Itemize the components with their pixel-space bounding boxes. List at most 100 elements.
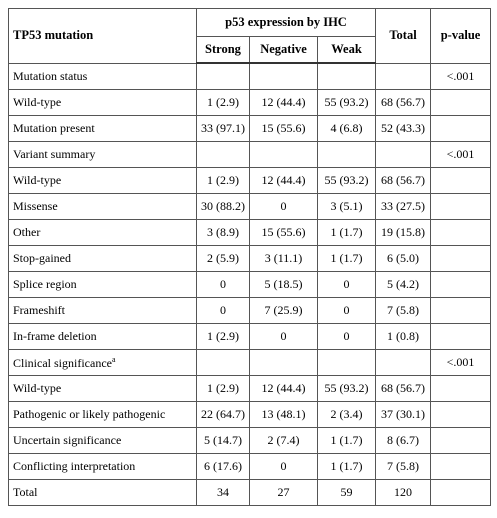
- empty-cell: [430, 89, 492, 116]
- table-body: Mutation status <.001 Wild-type 1 (2.9) 12 (…: [8, 62, 492, 506]
- value-cell: 52 (43.3): [375, 115, 432, 142]
- value-cell: 0: [249, 323, 318, 350]
- value-cell: 1 (1.7): [316, 453, 377, 480]
- row-label-text: Mutation status: [13, 68, 88, 83]
- footnote-marker: a: [111, 354, 116, 364]
- value-cell: 33 (97.1): [196, 115, 250, 142]
- row-label-text: Missense: [13, 199, 58, 213]
- value-cell: 15 (55.6): [249, 219, 318, 246]
- row-label-text: Splice region: [13, 277, 77, 291]
- empty-cell: [430, 453, 492, 480]
- empty-cell: [430, 479, 492, 506]
- value-cell: 0: [316, 297, 377, 324]
- value-cell: 6 (17.6): [196, 453, 250, 480]
- table-row: Pathogenic or likely pathogenic 22 (64.7)…: [8, 401, 492, 428]
- row-label: Mutation present: [8, 115, 197, 142]
- value-cell: 27: [249, 479, 318, 506]
- table-row: Other 3 (8.9) 15 (55.6) 1 (1.7) 19 (15.8): [8, 219, 492, 246]
- row-label: Total: [8, 479, 197, 506]
- value-cell: 30 (88.2): [196, 193, 250, 220]
- value-cell: 3 (8.9): [196, 219, 250, 246]
- empty-cell: [430, 427, 492, 454]
- value-cell: 7 (25.9): [249, 297, 318, 324]
- row-label-text: Wild-type: [13, 381, 62, 395]
- table-row: Wild-type 1 (2.9) 12 (44.4) 55 (93.2) 68 (56…: [8, 167, 492, 194]
- p-value-cell: <.001: [430, 141, 492, 168]
- table-row: Mutation status <.001: [8, 62, 492, 90]
- header-cell: Total: [375, 8, 432, 64]
- value-cell: 33 (27.5): [375, 193, 432, 220]
- value-cell: 68 (56.7): [375, 167, 432, 194]
- value-cell: 13 (48.1): [249, 401, 318, 428]
- empty-cell: [196, 349, 250, 376]
- p-value-cell: <.001: [430, 62, 492, 90]
- table-row: Variant summary <.001: [8, 141, 492, 168]
- row-label-text: In-frame deletion: [13, 329, 97, 343]
- row-label: Wild-type: [8, 375, 197, 402]
- value-cell: 4 (6.8): [316, 115, 377, 142]
- value-cell: 68 (56.7): [375, 375, 432, 402]
- value-cell: 55 (93.2): [316, 89, 377, 116]
- row-label: Uncertain significance: [8, 427, 197, 454]
- value-cell: 37 (30.1): [375, 401, 432, 428]
- value-cell: 0: [249, 193, 318, 220]
- value-cell: 0: [196, 271, 250, 298]
- value-cell: 1 (1.7): [316, 427, 377, 454]
- empty-cell: [316, 141, 377, 168]
- value-cell: 12 (44.4): [249, 167, 318, 194]
- row-label: Other: [8, 219, 197, 246]
- value-cell: 7 (5.8): [375, 453, 432, 480]
- value-cell: 1 (2.9): [196, 89, 250, 116]
- table-row: Stop-gained 2 (5.9) 3 (11.1) 1 (1.7) 6 (5.0): [8, 245, 492, 272]
- value-cell: 0: [196, 297, 250, 324]
- header-cell: Strong: [196, 36, 250, 64]
- empty-cell: [430, 323, 492, 350]
- value-cell: 22 (64.7): [196, 401, 250, 428]
- value-cell: 5 (18.5): [249, 271, 318, 298]
- value-cell: 2 (5.9): [196, 245, 250, 272]
- row-label: Variant summary: [8, 141, 197, 168]
- table: TP53 mutation p53 expression by IHC Tota…: [8, 8, 492, 506]
- table-row: Conflicting interpretation 6 (17.6) 0 1 (1.…: [8, 453, 492, 480]
- empty-cell: [430, 219, 492, 246]
- row-label-text: Wild-type: [13, 95, 62, 109]
- empty-cell: [430, 193, 492, 220]
- header-row: TP53 mutation p53 expression by IHC Tota…: [8, 8, 492, 64]
- value-cell: 0: [249, 453, 318, 480]
- value-cell: 120: [375, 479, 432, 506]
- table-row: Mutation present 33 (97.1) 15 (55.6) 4 (6.8…: [8, 115, 492, 142]
- empty-cell: [430, 245, 492, 272]
- value-cell: 0: [316, 271, 377, 298]
- value-cell: 2 (7.4): [249, 427, 318, 454]
- row-label-text: Clinical significance: [13, 355, 112, 370]
- table-row: Uncertain significance 5 (14.7) 2 (7.4) 1 (…: [8, 427, 492, 454]
- row-label: Wild-type: [8, 167, 197, 194]
- empty-cell: [375, 62, 432, 90]
- row-label-text: Pathogenic or likely pathogenic: [13, 407, 166, 421]
- table-row: Clinical significancea <.001: [8, 349, 492, 376]
- row-label-text: Total: [13, 485, 38, 499]
- value-cell: 0: [316, 323, 377, 350]
- table-row: Splice region 0 5 (18.5) 0 5 (4.2): [8, 271, 492, 298]
- table-row: Wild-type 1 (2.9) 12 (44.4) 55 (93.2) 68 (56…: [8, 89, 492, 116]
- row-label-text: Conflicting interpretation: [13, 459, 136, 473]
- row-label: Conflicting interpretation: [8, 453, 197, 480]
- row-label-text: Wild-type: [13, 173, 62, 187]
- header-cell: p53 expression by IHC: [195, 8, 377, 37]
- value-cell: 1 (1.7): [316, 245, 377, 272]
- header-cell: p-value: [430, 8, 492, 64]
- empty-cell: [249, 349, 318, 376]
- header-row: Strong Negative Weak: [9, 36, 491, 64]
- table-row: Frameshift 0 7 (25.9) 0 7 (5.8): [8, 297, 492, 324]
- empty-cell: [249, 141, 318, 168]
- row-label: Frameshift: [8, 297, 197, 324]
- row-label: Stop-gained: [8, 245, 197, 272]
- row-label-text: Variant summary: [13, 147, 96, 161]
- table-row: Wild-type 1 (2.9) 12 (44.4) 55 (93.2) 68 (56…: [8, 375, 492, 402]
- value-cell: 3 (11.1): [249, 245, 318, 272]
- value-cell: 2 (3.4): [316, 401, 377, 428]
- empty-cell: [196, 141, 250, 168]
- value-cell: 12 (44.4): [249, 89, 318, 116]
- value-cell: 55 (93.2): [316, 167, 377, 194]
